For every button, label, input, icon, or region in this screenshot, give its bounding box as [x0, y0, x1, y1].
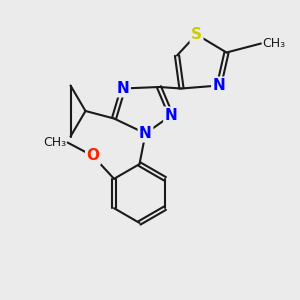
Text: CH₃: CH₃	[43, 136, 66, 149]
Text: O: O	[86, 148, 100, 164]
Text: S: S	[191, 27, 202, 42]
Text: N: N	[117, 81, 129, 96]
Text: N: N	[213, 78, 225, 93]
Text: CH₃: CH₃	[262, 37, 286, 50]
Text: N: N	[165, 108, 177, 123]
Text: N: N	[139, 126, 152, 141]
